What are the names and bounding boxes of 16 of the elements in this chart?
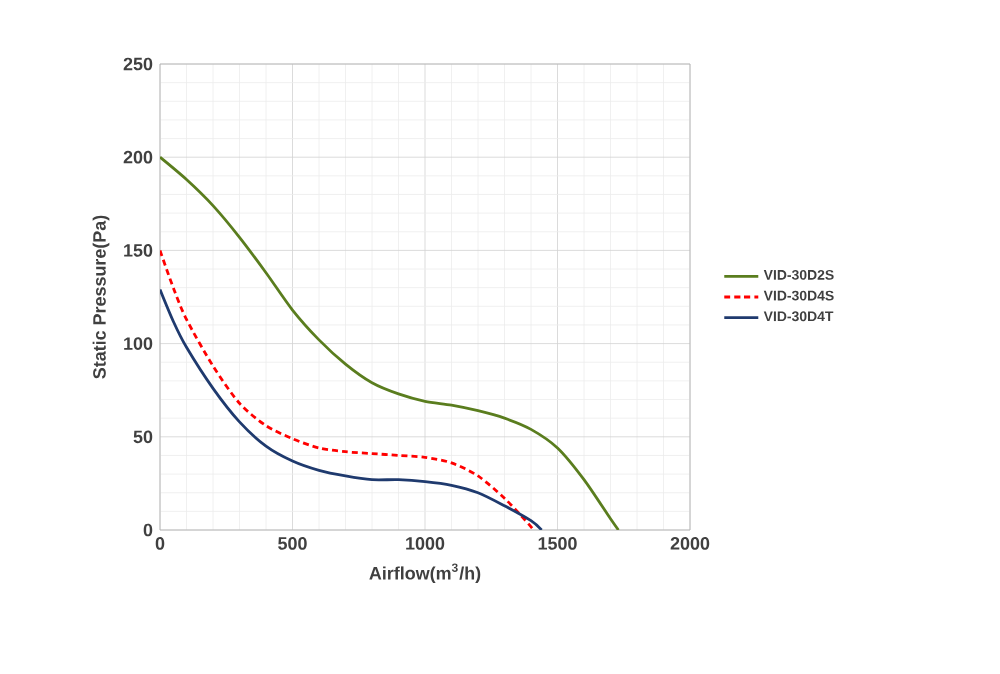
- y-tick-label: 150: [124, 244, 153, 257]
- x-tick-label: 500: [278, 537, 307, 550]
- y-axis-title: Static Pressure(Pa): [92, 215, 110, 379]
- x-tick-label: 0: [155, 537, 165, 550]
- y-tick-label: 100: [124, 337, 153, 350]
- line-series: [160, 249, 536, 530]
- y-tick-label: 200: [123, 150, 153, 164]
- y-tick-label: 250: [123, 57, 153, 71]
- y-tick-label: 50: [133, 430, 153, 444]
- line-series: [160, 288, 543, 530]
- x-tick-label: 1000: [406, 537, 445, 550]
- x-tick-label: 1500: [538, 537, 577, 550]
- y-tick-label: 0: [143, 523, 153, 537]
- x-tick-label: 2000: [670, 537, 710, 550]
- x-axis-title: Airflow(m$^{3}$/h): [369, 563, 481, 584]
- line-series: [160, 155, 620, 530]
